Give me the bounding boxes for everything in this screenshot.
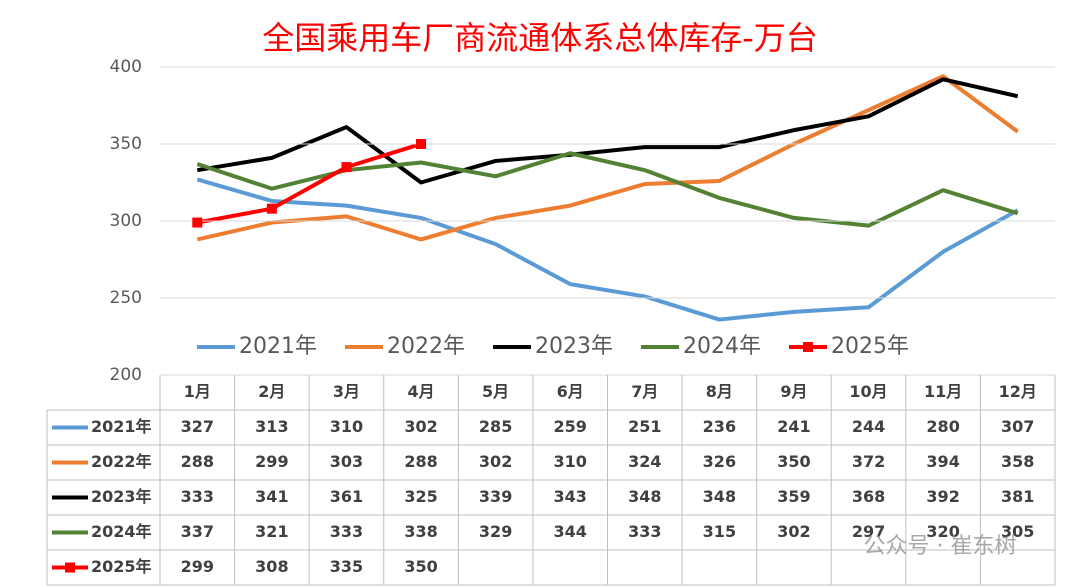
table-header: 3月: [333, 382, 360, 401]
table-value: 315: [703, 522, 736, 541]
legend-label: 2024年: [683, 334, 761, 359]
table-value: 381: [1001, 487, 1034, 506]
y-tick-label: 250: [110, 288, 142, 308]
table-value: 343: [554, 487, 587, 506]
table-value: 394: [926, 452, 959, 471]
table-value: 320: [926, 522, 959, 541]
legend-label: 2021年: [239, 334, 317, 359]
marker: [266, 203, 277, 214]
table-value: 297: [852, 522, 885, 541]
table-value: 326: [703, 452, 736, 471]
table-value: 338: [404, 522, 437, 541]
legend-label: 2023年: [535, 334, 613, 359]
table-value: 305: [1001, 522, 1034, 541]
table-row-label: 2022年: [91, 452, 152, 471]
table-value: 299: [255, 452, 288, 471]
table-header: 8月: [706, 382, 733, 401]
table-value: 299: [181, 557, 214, 576]
table-value: 392: [926, 487, 959, 506]
table-value: 333: [181, 487, 214, 506]
y-tick-label: 300: [110, 211, 142, 231]
table-header: 5月: [482, 382, 509, 401]
table-value: 350: [777, 452, 810, 471]
table-value: 285: [479, 417, 512, 436]
table-value: 302: [479, 452, 512, 471]
table-value: 333: [628, 522, 661, 541]
table-value: 251: [628, 417, 661, 436]
y-tick-label: 400: [110, 57, 142, 77]
table-header: 2月: [258, 382, 285, 401]
table-value: 325: [404, 487, 437, 506]
table-value: 341: [255, 487, 288, 506]
y-tick-label: 200: [110, 365, 142, 385]
table-value: 327: [181, 417, 214, 436]
table-value: 310: [330, 417, 363, 436]
marker: [341, 162, 352, 173]
table-value: 321: [255, 522, 288, 541]
table-value: 310: [554, 452, 587, 471]
legend-marker: [803, 342, 813, 352]
table-value: 307: [1001, 417, 1034, 436]
table-value: 348: [628, 487, 661, 506]
marker: [416, 139, 427, 149]
table-row-label: 2021年: [91, 417, 152, 436]
table-row-label: 2023年: [91, 487, 152, 506]
table-value: 302: [404, 417, 437, 436]
table-value: 324: [628, 452, 661, 471]
table-value: 280: [926, 417, 959, 436]
table-row-label: 2024年: [91, 522, 152, 541]
table-key-marker: [65, 562, 75, 573]
table-header: 10月: [849, 382, 887, 401]
table-value: 308: [255, 557, 288, 576]
table-value: 368: [852, 487, 885, 506]
series-line: [196, 142, 422, 225]
table-value: 244: [852, 417, 885, 436]
table-value: 288: [181, 452, 214, 471]
series-line: [196, 77, 1019, 185]
table-header: 4月: [407, 382, 434, 401]
series-line: [196, 74, 1019, 242]
table-header: 11月: [924, 382, 962, 401]
table-value: 241: [777, 417, 810, 436]
table-value: 361: [330, 487, 363, 506]
table-value: 350: [404, 557, 437, 576]
table-value: 313: [255, 417, 288, 436]
table-value: 335: [330, 557, 363, 576]
table-value: 372: [852, 452, 885, 471]
table-header: 9月: [780, 382, 807, 401]
table-value: 359: [777, 487, 810, 506]
table-value: 337: [181, 522, 214, 541]
table-header: 7月: [631, 382, 658, 401]
chart-title: 全国乘用车厂商流通体系总体库存-万台: [262, 19, 818, 57]
table-value: 333: [330, 522, 363, 541]
table-row-label: 2025年: [91, 557, 152, 576]
table-value: 339: [479, 487, 512, 506]
table-header: 12月: [999, 382, 1037, 401]
table-value: 259: [554, 417, 587, 436]
table-value: 344: [554, 522, 587, 541]
table-value: 236: [703, 417, 736, 436]
table-value: 329: [479, 522, 512, 541]
table-value: 348: [703, 487, 736, 506]
marker: [192, 217, 203, 228]
legend-label: 2025年: [831, 334, 909, 359]
table-header: 1月: [184, 382, 211, 401]
table-header: 6月: [557, 382, 584, 401]
table-value: 288: [404, 452, 437, 471]
table-value: 358: [1001, 452, 1034, 471]
legend-label: 2022年: [387, 334, 465, 359]
table-value: 303: [330, 452, 363, 471]
y-tick-label: 350: [110, 134, 142, 154]
table-value: 302: [777, 522, 810, 541]
watermark: 公众号 · 崔东树: [864, 534, 1017, 559]
